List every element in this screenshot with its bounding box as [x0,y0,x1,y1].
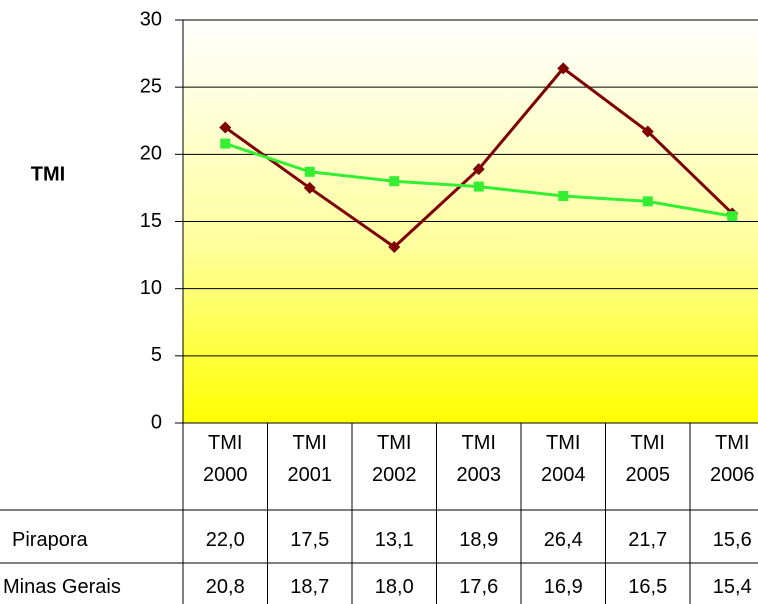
data-label: 20,8 [206,576,245,598]
marker [388,241,401,254]
data-label: 17,6 [459,576,498,598]
x-tick-label: TMI 2000 [203,432,248,486]
x-tick-label: TMI 2005 [625,432,671,486]
y-tick-label: 0 [151,411,162,433]
x-tick-label-box: TMI 2003 [456,432,502,486]
data-label: 16,5 [628,576,667,598]
data-label: 18,9 [459,529,498,551]
legend-label: Minas Gerais [3,576,121,598]
marker [642,196,653,207]
x-tick-label: TMI 2002 [372,432,417,486]
marker [727,211,738,222]
data-label: 21,7 [628,529,667,551]
x-tick-label: TMI 2004 [541,432,586,486]
y-tick-label: 10 [140,277,162,299]
x-tick-label-box: TMI 2001 [287,432,333,486]
marker [558,190,569,201]
marker [641,125,654,138]
y-tick-label: 15 [140,210,162,232]
x-tick-label-box: TMI 2004 [541,432,586,486]
marker [303,181,316,194]
data-label: 15,6 [713,529,752,551]
marker [557,62,570,75]
marker [389,176,400,187]
marker [473,181,484,192]
x-tick-label-box: TMI 2002 [372,432,417,486]
data-label: 15,4 [713,576,752,598]
data-label: 18,7 [290,576,329,598]
legend-label: Pirapora [12,529,88,551]
x-tick-label: TMI 2001 [287,432,333,486]
marker [304,166,315,177]
x-tick-label-box: TMI 2005 [625,432,671,486]
marker [220,138,231,149]
y-tick-label: 25 [140,75,162,97]
x-tick-label: TMI 2003 [456,432,502,486]
x-tick-label: TMI 2006 [710,432,755,486]
y-tick-label: 30 [140,8,162,30]
x-tick-label-box: TMI 2000 [203,432,248,486]
x-tick-label-box: TMI 2006 [710,432,755,486]
y-axis-label: TMI [31,163,65,185]
marker [219,121,232,134]
data-label: 13,1 [375,529,414,551]
marker [472,163,485,176]
data-label: 16,9 [544,576,583,598]
data-label: 17,5 [290,529,329,551]
data-label: 26,4 [544,529,583,551]
data-label: 18,0 [375,576,414,598]
data-label: 22,0 [206,529,245,551]
y-tick-label: 20 [140,143,162,165]
y-tick-label: 5 [151,344,162,366]
